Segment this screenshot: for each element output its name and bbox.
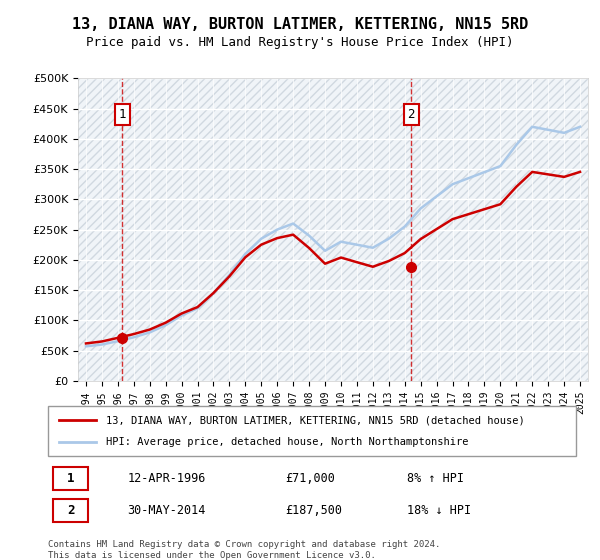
Text: Contains HM Land Registry data © Crown copyright and database right 2024.
This d: Contains HM Land Registry data © Crown c… xyxy=(48,540,440,560)
Text: 8% ↑ HPI: 8% ↑ HPI xyxy=(407,472,464,484)
Text: Price paid vs. HM Land Registry's House Price Index (HPI): Price paid vs. HM Land Registry's House … xyxy=(86,36,514,49)
FancyBboxPatch shape xyxy=(78,78,588,381)
Text: 13, DIANA WAY, BURTON LATIMER, KETTERING, NN15 5RD (detached house): 13, DIANA WAY, BURTON LATIMER, KETTERING… xyxy=(106,415,525,425)
Text: 12-APR-1996: 12-APR-1996 xyxy=(127,472,206,484)
Text: 1: 1 xyxy=(67,472,74,484)
FancyBboxPatch shape xyxy=(53,466,88,489)
Text: £71,000: £71,000 xyxy=(286,472,335,484)
Text: 30-MAY-2014: 30-MAY-2014 xyxy=(127,504,206,517)
Text: £187,500: £187,500 xyxy=(286,504,343,517)
FancyBboxPatch shape xyxy=(53,499,88,522)
Text: HPI: Average price, detached house, North Northamptonshire: HPI: Average price, detached house, Nort… xyxy=(106,437,469,447)
Text: 13, DIANA WAY, BURTON LATIMER, KETTERING, NN15 5RD: 13, DIANA WAY, BURTON LATIMER, KETTERING… xyxy=(72,17,528,32)
Text: 18% ↓ HPI: 18% ↓ HPI xyxy=(407,504,471,517)
Text: 1: 1 xyxy=(119,108,126,121)
Text: 2: 2 xyxy=(67,504,74,517)
FancyBboxPatch shape xyxy=(48,406,576,456)
Text: 2: 2 xyxy=(407,108,415,121)
